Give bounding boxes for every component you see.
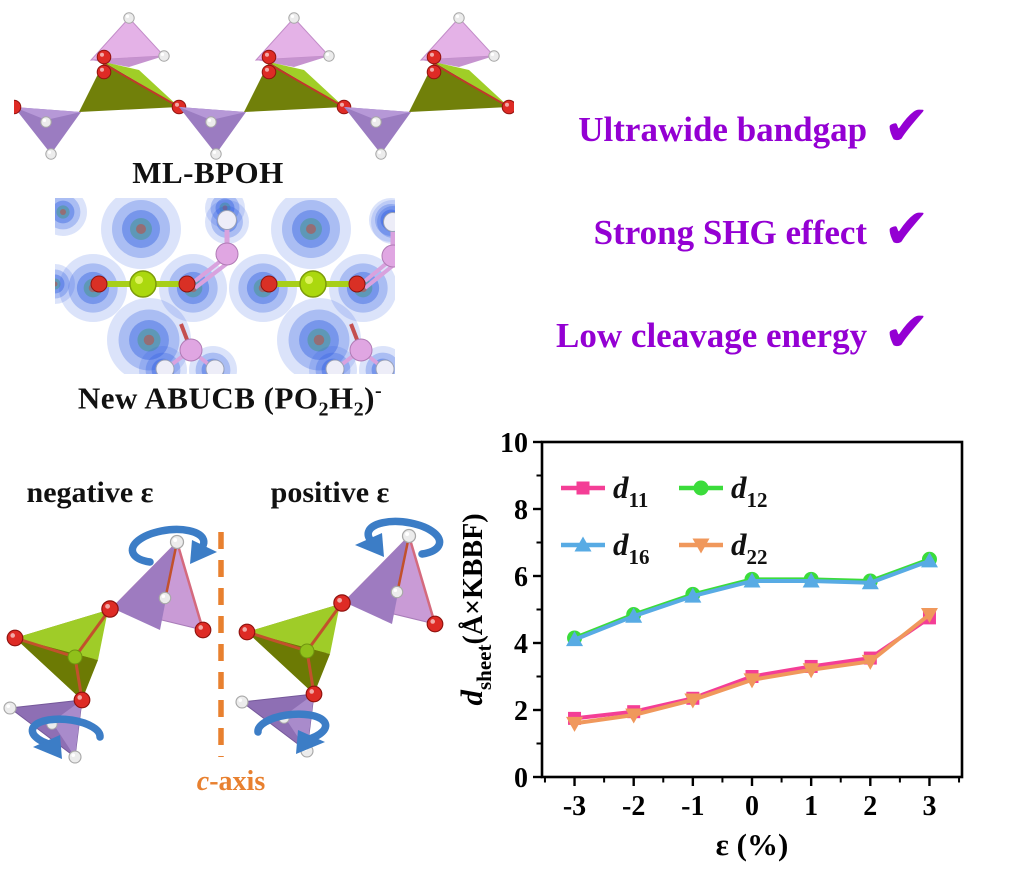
series-d22 <box>566 608 938 732</box>
checkmark-icon: ✔ <box>883 197 930 262</box>
strain-chart-panel: -3 -2 -1 0 1 2 3 0 2 4 6 8 10 ε (%) dsheet(Å×KBBF) d11 d… <box>454 424 1021 867</box>
abucb-unit <box>59 198 249 374</box>
x-tick-label: -2 <box>622 791 645 822</box>
x-tick-label: 1 <box>804 791 818 822</box>
rotation-arrow-icon <box>128 525 217 566</box>
abucb-label: New ABUCB (PO2H2)- <box>77 380 383 421</box>
y-tick-label: 4 <box>514 629 528 660</box>
legend-label-d22: d22 <box>731 527 768 569</box>
checkmark-icon: ✔ <box>883 300 930 365</box>
y-tick-label: 8 <box>514 495 528 526</box>
legend-label-d16: d16 <box>613 527 650 569</box>
checklist-item-bandgap: Ultrawide bandgap ✔ <box>460 94 930 160</box>
bpoh-unit <box>14 12 187 160</box>
y-axis-title: dsheet(Å×KBBF) <box>455 513 496 705</box>
positive-epsilon-label: positive ε <box>271 476 390 509</box>
checklist-label: Low cleavage energy <box>556 316 868 355</box>
x-tick-label: -1 <box>681 791 704 822</box>
chart-series <box>566 551 938 732</box>
y-tick-label: 2 <box>514 696 528 727</box>
strain-rotation-diagram: negative ε positive ε c-axis <box>0 476 460 797</box>
ml-bpoh-structure <box>14 12 514 160</box>
series-d11 <box>568 611 936 725</box>
legend-label-d12: d12 <box>731 470 768 512</box>
checklist-label: Strong SHG effect <box>593 213 868 252</box>
y-tick-label: 6 <box>514 562 528 593</box>
checklist-item-cleavage: Low cleavage energy ✔ <box>460 300 930 366</box>
legend-label-d11: d11 <box>613 470 648 512</box>
c-axis-label: c-axis <box>197 766 266 797</box>
checklist-item-shg: Strong SHG effect ✔ <box>460 197 930 263</box>
x-axis-title: ε (%) <box>716 827 789 862</box>
rotation-arrow-icon <box>254 710 330 754</box>
rotation-arrow-icon <box>355 517 444 558</box>
abucb-unit <box>229 198 395 374</box>
y-tick-label: 0 <box>514 763 528 794</box>
chart-ticks: -3 -2 -1 0 1 2 3 0 2 4 6 8 10 <box>500 428 961 822</box>
series-d16 <box>566 552 938 647</box>
negative-epsilon-label: negative ε <box>27 476 154 509</box>
x-tick-label: 3 <box>922 791 936 822</box>
ml-bpoh-label: ML-BPOH <box>132 155 284 190</box>
chart-legend: d11 d12 d16 d22 <box>561 470 768 569</box>
checklist-label: Ultrawide bandgap <box>578 110 868 149</box>
checkmark-icon: ✔ <box>883 94 930 159</box>
bpoh-unit <box>179 12 352 160</box>
y-tick-label: 10 <box>500 428 528 459</box>
bpoh-unit <box>344 12 514 160</box>
x-tick-label: 2 <box>863 791 877 822</box>
abucb-electron-density <box>55 198 395 374</box>
rotation-arrow-icon <box>28 715 104 759</box>
x-tick-label: 0 <box>745 791 759 822</box>
x-tick-label: -3 <box>563 791 586 822</box>
